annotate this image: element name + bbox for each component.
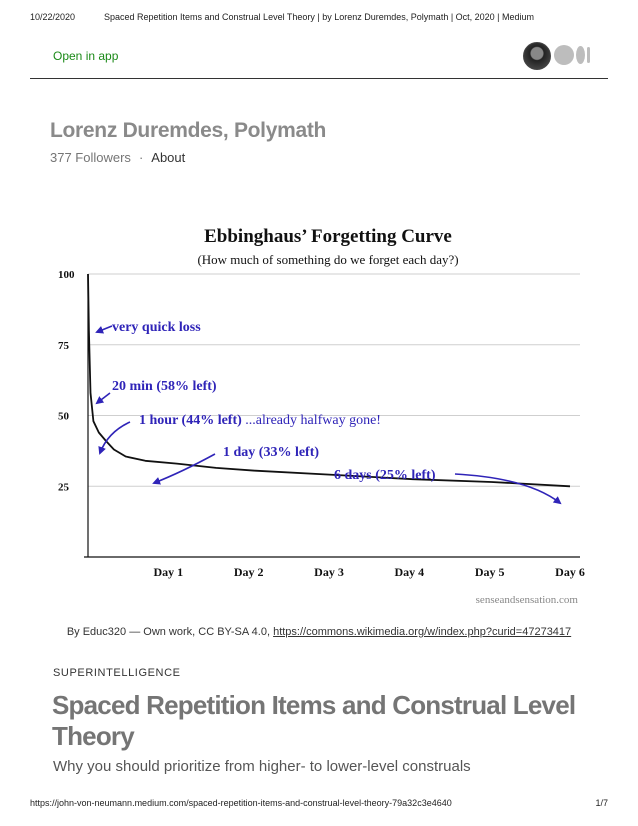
print-url: https://john-von-neumann.medium.com/spac… bbox=[30, 798, 452, 808]
chart-title: Ebbinghaus’ Forgetting Curve bbox=[204, 226, 452, 247]
print-header: 10/22/2020 Spaced Repetition Items and C… bbox=[0, 12, 638, 24]
y-tick-label: 75 bbox=[58, 340, 70, 352]
article-title: Spaced Repetition Items and Construal Le… bbox=[52, 690, 576, 751]
caption-text: By Educ320 — Own work, CC BY-SA 4.0, bbox=[66, 626, 274, 638]
axis-layer: 25 50 75 100 Day 1 Day 2 Day 3 Day 4 Day 5 Day 6 bbox=[58, 269, 585, 579]
publication-name[interactable]: Lorenz Duremdes, Polymath bbox=[50, 119, 327, 142]
y-tick-label: 50 bbox=[58, 411, 70, 423]
y-tick-label: 100 bbox=[58, 269, 75, 281]
grid-layer bbox=[88, 273, 580, 487]
user-avatar-icon[interactable] bbox=[523, 42, 551, 70]
article-kicker[interactable]: SUPERINTELLIGENCE bbox=[53, 667, 181, 679]
annotation-6-days: 6 days (25% left) bbox=[334, 468, 436, 483]
chart-source: senseandsensation.com bbox=[476, 594, 579, 606]
x-tick-label: Day 1 bbox=[153, 565, 183, 579]
print-date: 10/22/2020 bbox=[30, 12, 76, 22]
annotation-20-min: 20 min (58% left) bbox=[112, 379, 217, 394]
x-tick-label: Day 4 bbox=[394, 565, 424, 579]
annotation-very-quick-loss: very quick loss bbox=[112, 320, 201, 335]
medium-logo-icon[interactable] bbox=[554, 45, 594, 65]
forgetting-curve-line bbox=[87, 273, 571, 488]
top-bar: Open in app bbox=[30, 38, 608, 79]
publication-meta: 377 Followers · About bbox=[50, 150, 185, 165]
y-tick-label: 25 bbox=[58, 481, 70, 493]
arrow-very-quick-loss bbox=[95, 325, 113, 334]
annotation-layer: very quick loss 20 min (58% left) 1 hour (… bbox=[95, 320, 562, 505]
meta-separator: · bbox=[138, 150, 144, 165]
annotation-1-day: 1 day (33% left) bbox=[223, 445, 319, 460]
x-tick-label: Day 6 bbox=[555, 565, 585, 579]
print-page-number: 1/7 bbox=[595, 798, 608, 808]
forgetting-curve-chart: Ebbinghaus’ Forgetting Curve (How much o… bbox=[50, 210, 590, 615]
annotation-1-hour: 1 hour (44% left) ...already halfway gon… bbox=[139, 413, 381, 428]
x-tick-label: Day 2 bbox=[234, 565, 264, 579]
x-tick-label: Day 5 bbox=[475, 565, 505, 579]
print-title: Spaced Repetition Items and Construal Le… bbox=[103, 12, 535, 22]
arrow-1-day bbox=[152, 453, 216, 485]
print-footer: https://john-von-neumann.medium.com/spac… bbox=[0, 798, 638, 810]
arrow-1-hour bbox=[98, 421, 131, 455]
curve-layer bbox=[87, 273, 571, 488]
image-caption: By Educ320 — Own work, CC BY-SA 4.0, htt… bbox=[0, 626, 638, 638]
x-tick-label: Day 3 bbox=[314, 565, 344, 579]
arrow-20-min bbox=[95, 392, 111, 405]
about-link[interactable]: About bbox=[151, 150, 186, 165]
open-in-app-link[interactable]: Open in app bbox=[53, 49, 119, 63]
arrow-6-days bbox=[454, 473, 562, 505]
chart-subtitle: (How much of something do we forget each… bbox=[197, 252, 458, 267]
article-subtitle: Why you should prioritize from higher- t… bbox=[53, 758, 471, 775]
chart-svg: Ebbinghaus’ Forgetting Curve (How much o… bbox=[58, 226, 585, 606]
followers-count[interactable]: 377 Followers bbox=[50, 150, 131, 165]
caption-link[interactable]: https://commons.wikimedia.org/w/index.ph… bbox=[273, 626, 572, 638]
